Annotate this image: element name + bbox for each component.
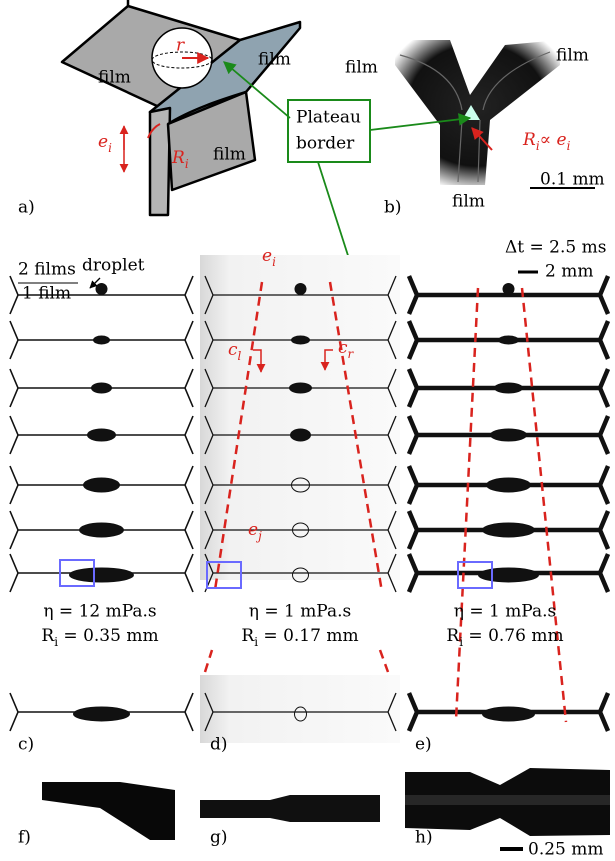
zoom-f [42,782,175,840]
panel-d-background [200,675,400,743]
droplet-lens [495,383,523,393]
label: 0.1 mm [540,170,605,190]
plateau-micrograph [395,40,560,185]
subscript: i [567,139,571,153]
subscript: i [272,255,276,269]
droplet [295,283,307,295]
label: film [98,68,131,88]
droplet-lens [94,336,110,344]
droplet [503,283,515,295]
text-part: e [98,132,108,152]
front-trajectory [380,650,388,672]
label: η = 12 mPa.s [43,602,156,622]
text-part: ∝ e [540,130,567,150]
label: film [213,145,246,165]
label: Δt = 2.5 ms [505,238,606,258]
text-part: e [262,246,272,266]
figure: filmfilmfilmreiRia)Plateauborderfilmfilm… [0,0,615,861]
label: e) [415,735,432,755]
droplet-lens [80,523,124,537]
label: r [176,36,185,56]
label: h) [415,828,433,848]
label: ei [98,132,112,156]
text-part: = 0.35 mm [58,626,159,646]
text-part: = 0.17 mm [258,626,359,646]
label: film [345,58,378,78]
label: η = 1 mPa.s [249,602,352,622]
label: Ri∝ ei [522,130,571,154]
droplet [96,283,108,295]
label: η = 1 mPa.s [454,602,557,622]
label: g) [210,828,228,848]
label: 2 mm [545,262,593,282]
label: droplet [82,256,145,276]
label: film [258,50,291,70]
droplet-lens [291,429,311,441]
front-trajectory [456,288,478,720]
label: 1 film [22,284,71,304]
subscript: l [238,349,242,363]
label: b) [384,198,402,218]
label: f) [18,828,31,848]
label: film [452,192,485,212]
text-part: e [248,520,258,540]
subscript: i [185,157,189,171]
label: Ri = 0.17 mm [241,626,358,650]
label: Plateau [296,108,361,128]
text-part: R [171,148,185,168]
film-sequences [10,255,608,743]
droplet-lens [88,429,116,441]
plateau-diagram [62,0,300,215]
label: c) [18,735,34,755]
droplet-lens [74,707,130,721]
text-part: = 0.76 mm [463,626,564,646]
droplet-lens [84,478,120,492]
subscript: i [108,141,112,155]
droplet-lens [70,568,134,582]
text-part: c [338,338,348,358]
label: ei [262,246,276,270]
droplet-lens [479,568,539,582]
front-trajectory [205,650,212,672]
label: Ri = 0.35 mm [41,626,158,650]
droplet-lens [491,429,527,441]
text-part: c [228,340,238,360]
droplet-lens [483,707,535,721]
zoom-h-band [405,795,610,805]
label: border [296,134,355,154]
front-trajectory [522,288,566,722]
droplet-lens [92,383,112,393]
droplet-lens [292,336,310,344]
droplet-lens [290,383,312,393]
droplet-lens [499,336,519,344]
zoom-g [200,795,380,822]
label: Ri = 0.76 mm [446,626,563,650]
label: 2 films [18,260,76,280]
label: a) [18,198,35,218]
label: d) [210,735,228,755]
droplet-lens [483,523,535,537]
panel-d-background [200,255,400,580]
label: film [556,46,589,66]
droplet-lens [487,478,531,492]
label: 0.25 mm [528,840,604,860]
text-part: R [522,130,536,150]
